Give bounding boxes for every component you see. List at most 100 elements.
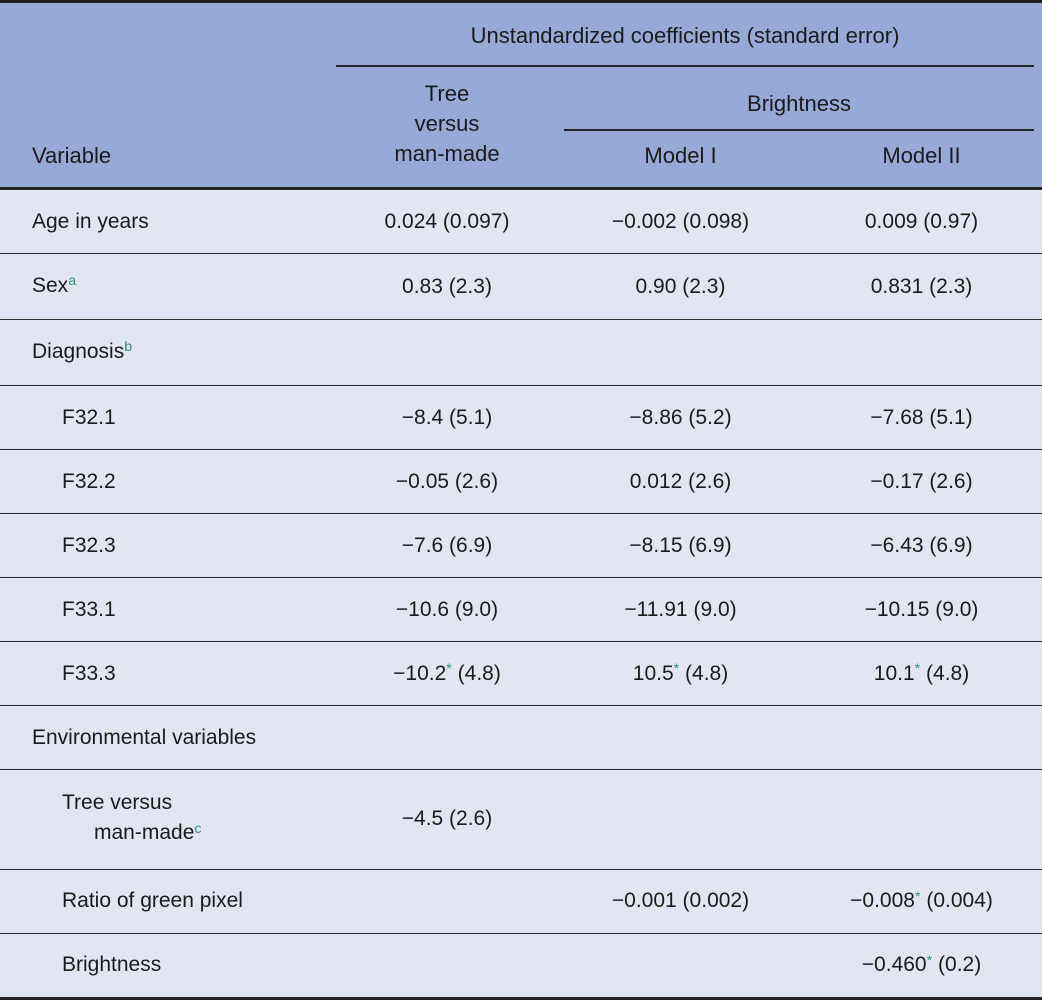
row-label-line: Diagnosisb <box>0 337 328 369</box>
value-cell: −10.6 (9.0) <box>334 577 560 642</box>
text-segment: −10.6 (9.0) <box>395 597 499 621</box>
table-row: F32.2 −0.05 (2.6) 0.012 (2.6) −0.17 (2.6) <box>0 449 1042 514</box>
text-segment: 0.90 (2.3) <box>635 274 726 298</box>
group-header-cell: Unstandardized coefficients (standard er… <box>334 1 1042 77</box>
value-cell <box>801 319 1042 386</box>
text-segment: 0.83 (2.3) <box>402 274 492 298</box>
variable-label: Variable <box>32 143 112 168</box>
row-label-cell: Ratio of green pixel <box>0 868 334 934</box>
text-segment: −0.001 (0.002) <box>611 889 750 913</box>
row-label-cell: F32.2 <box>0 449 334 514</box>
value-cell <box>334 932 560 999</box>
value-cell: −11.91 (9.0) <box>560 577 801 642</box>
text-segment: −0.002 (0.098) <box>611 209 750 233</box>
text-segment: −8.86 (5.2) <box>629 405 732 429</box>
text-segment: F32.1 <box>62 405 116 429</box>
value-cell: −8.4 (5.1) <box>334 385 560 450</box>
text-segment: −11.91 (9.0) <box>624 597 737 621</box>
value-cell: −0.001 (0.002) <box>560 868 801 934</box>
header-row-subgroup: Tree versus man-made Brightness <box>0 77 1042 189</box>
value-cell <box>801 705 1042 770</box>
value-cell <box>334 868 560 934</box>
row-label-line: F33.3 <box>0 659 328 689</box>
row-label-cell: Environmental variables <box>0 705 334 770</box>
text-segment: −0.05 (2.6) <box>395 469 499 493</box>
value-cell: −4.5 (2.6) <box>334 769 560 870</box>
table-row: Tree versus man-madec −4.5 (2.6) <box>0 769 1042 870</box>
value-cell: −8.15 (6.9) <box>560 513 801 578</box>
table-row: Ratio of green pixel −0.001 (0.002) −0.008… <box>0 868 1042 934</box>
text-segment: F33.1 <box>62 597 116 621</box>
row-label-line: Sexa <box>0 271 328 303</box>
text-segment: −6.43 (6.9) <box>870 533 973 557</box>
header-row-models: Model I Model II <box>0 143 1042 189</box>
superscript-marker: * <box>914 661 921 678</box>
row-label-line: Brightness <box>0 950 328 980</box>
text-segment: Diagnosis <box>32 339 125 363</box>
table-row: F32.3 −7.6 (6.9) −8.15 (6.9) −6.43 (6.9) <box>0 513 1042 578</box>
value-cell: −0.05 (2.6) <box>334 449 560 514</box>
text-segment: −10.15 (9.0) <box>864 597 979 621</box>
table-row: Sexa 0.83 (2.3) 0.90 (2.3) 0.831 (2.3) <box>0 253 1042 320</box>
table-row: Brightness −0.460* (0.2) <box>0 932 1042 999</box>
value-cell: −6.43 (6.9) <box>801 513 1042 578</box>
row-label-line: F32.3 <box>0 531 328 561</box>
group-header-label: Unstandardized coefficients (standard er… <box>470 23 900 48</box>
value-cell: −10.2* (4.8) <box>334 641 560 706</box>
row-label-line: Tree versus <box>0 788 328 818</box>
value-cell: 0.012 (2.6) <box>560 449 801 514</box>
table-body: Age in years 0.024 (0.097) −0.002 (0.098) 0… <box>0 186 1042 999</box>
value-cell: −8.86 (5.2) <box>560 385 801 450</box>
text-segment: Brightness <box>62 953 162 977</box>
text-segment: 0.009 (0.97) <box>864 209 979 233</box>
value-cell <box>334 705 560 770</box>
row-label-cell: Brightness <box>0 932 334 999</box>
row-label-cell: Age in years <box>0 186 334 254</box>
text-segment: 10.1 <box>873 661 915 685</box>
row-label-cell: F32.3 <box>0 513 334 578</box>
row-label-line: Ratio of green pixel <box>0 886 328 916</box>
value-cell <box>801 769 1042 870</box>
text-segment: 0.012 (2.6) <box>629 469 732 493</box>
superscript-marker: c <box>194 821 202 838</box>
row-label-cell: Sexa <box>0 253 334 320</box>
table-row: F33.3 −10.2* (4.8) 10.5* (4.8) 10.1* (4.8) <box>0 641 1042 706</box>
row-label-cell: F32.1 <box>0 385 334 450</box>
text-segment: −0.460 <box>861 953 927 977</box>
brightness-label: Brightness <box>747 91 851 116</box>
row-label-cell: Tree versus man-madec <box>0 769 334 870</box>
value-cell: 10.5* (4.8) <box>560 641 801 706</box>
value-cell <box>334 319 560 386</box>
value-cell: 0.831 (2.3) <box>801 253 1042 320</box>
brightness-group-header: Brightness <box>560 77 1042 143</box>
table-row: Age in years 0.024 (0.097) −0.002 (0.098) 0… <box>0 186 1042 254</box>
tree-column-label: Tree versus man-made <box>394 81 500 166</box>
text-segment: Environmental variables <box>32 725 257 749</box>
value-cell: −0.002 (0.098) <box>560 186 801 254</box>
brightness-underline: Brightness <box>564 77 1035 131</box>
text-segment: man-made <box>94 821 195 845</box>
text-segment: (0.004) <box>920 889 993 913</box>
text-segment: 0.024 (0.097) <box>384 209 510 233</box>
value-cell: 0.024 (0.097) <box>334 186 560 254</box>
text-segment: Tree versus <box>62 791 173 815</box>
tree-column-header: Tree versus man-made <box>334 77 560 189</box>
variable-column-header: Variable <box>0 1 334 189</box>
text-segment: −10.2 <box>393 661 447 685</box>
text-segment: −7.6 (6.9) <box>401 533 493 557</box>
row-label-line: man-madec <box>0 818 328 850</box>
row-label-cell: F33.1 <box>0 577 334 642</box>
value-cell: −0.460* (0.2) <box>801 932 1042 999</box>
group-header-underline: Unstandardized coefficients (standard er… <box>336 3 1035 67</box>
header-row-group: Variable Unstandardized coefficients (st… <box>0 1 1042 189</box>
row-label-cell: Diagnosisb <box>0 319 334 386</box>
row-label-line: Environmental variables <box>0 723 328 753</box>
text-segment: 0.831 (2.3) <box>870 274 973 298</box>
value-cell: −10.15 (9.0) <box>801 577 1042 642</box>
text-segment: 10.5 <box>632 661 674 685</box>
text-segment: F32.2 <box>62 469 116 493</box>
value-cell <box>560 769 801 870</box>
superscript-marker: a <box>68 273 77 290</box>
text-segment: −8.15 (6.9) <box>629 533 732 557</box>
